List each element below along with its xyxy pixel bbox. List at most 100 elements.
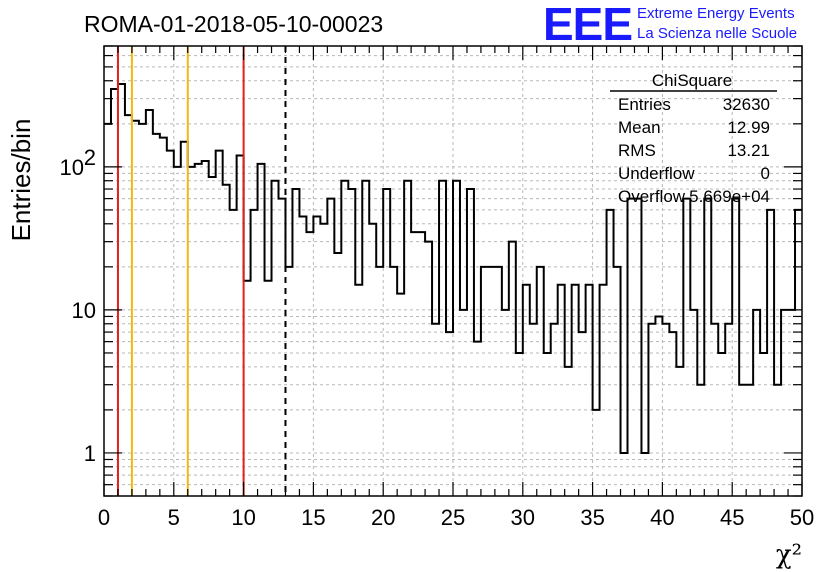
histogram-bin [383,189,390,496]
run-title: ROMA-01-2018-05-10-00023 [84,11,383,37]
histogram-bin [202,161,209,496]
logo-line-2: La Scienza nelle Scuole [637,25,797,42]
histogram-bin [523,285,530,496]
histogram-bin [453,181,460,496]
histogram-bin [334,253,341,496]
histogram-bin [188,167,195,496]
histogram-bin [774,385,781,496]
histogram-bin [160,138,167,496]
histogram-bin [327,199,334,496]
histogram-bin [593,410,600,496]
histogram-bin [111,89,118,496]
histogram-bin [125,115,132,496]
histogram-bin [306,232,313,496]
histogram-bin [781,310,788,496]
histogram-bin [209,177,216,496]
histogram-bin [544,353,551,496]
histogram-bin [230,210,237,496]
histogram-bin [292,189,299,496]
histogram-bin [690,310,697,496]
histogram-bin [655,316,662,496]
histogram-bin [362,181,369,496]
histogram-bin [390,267,397,496]
histogram-bin [467,189,474,496]
histogram-bin [404,181,411,496]
histogram-bin [432,324,439,496]
x-tick-label: 50 [790,505,814,530]
axes [103,45,803,497]
histogram-bin [788,310,795,496]
histogram-bin [739,385,746,496]
histogram-bin [502,310,509,496]
histogram-bin [572,285,579,496]
histogram-bin [746,385,753,496]
histogram-bin [516,353,523,496]
histogram-bin [565,367,572,496]
x-tick-label: 25 [441,505,465,530]
histogram-bin [355,285,362,496]
y-tick-label-exponent: 2 [84,145,96,170]
histogram-bin [718,353,725,496]
y-tick-label: 10 [72,298,96,323]
histogram-bin [139,124,146,496]
histogram-bin [376,267,383,496]
histogram-bin [251,210,258,496]
histogram-bin [495,267,502,496]
histogram-bin [509,242,516,496]
stats-value-overflow: 5.669e+04 [689,187,770,206]
histogram-bin [446,332,453,496]
histogram-bin [299,216,306,496]
histogram-bin [118,84,125,496]
x-tick-label: 10 [231,505,255,530]
histogram-bin [648,324,655,496]
histogram-bin [146,110,153,496]
histogram-bin [628,199,635,496]
stats-value-underflow: 0 [761,164,770,183]
x-tick-label: 40 [650,505,674,530]
histogram-bin [341,181,348,496]
histogram-bin [641,453,648,496]
histogram-bin [439,181,446,496]
histogram-bin [669,332,676,496]
histogram-bin [258,164,265,496]
histogram-bin [181,142,188,496]
histogram-bin [530,324,537,496]
stats-box: ChiSquare Entries 32630 Mean 12.99 RMS 1… [610,71,777,206]
histogram-bin [579,332,586,496]
histogram-bin [265,281,272,496]
eee-logo: EEE Extreme Energy Events La Scienza nel… [543,0,797,50]
x-tick-label: 45 [720,505,744,530]
histogram-bin [488,267,495,496]
histogram-bin [725,324,732,496]
histogram-bin [732,199,739,496]
histogram-bin [244,281,251,496]
histogram-bin [460,310,467,496]
stats-label-entries: Entries [618,95,671,114]
x-tick-label: 35 [580,505,604,530]
histogram-bin [621,453,628,496]
x-tick-label: 15 [301,505,325,530]
histogram-bin [607,210,614,496]
histogram-bin [418,232,425,496]
histogram-bin [132,121,139,496]
histogram-bin [279,199,286,496]
histogram-bin [614,267,621,496]
histogram-bin [425,242,432,496]
histogram-bin [634,199,641,496]
histogram-bin [697,385,704,496]
histogram-bin [216,151,223,496]
histogram-bin [411,232,418,496]
histogram-bin [537,267,544,496]
stats-label-underflow: Underflow [618,164,695,183]
stats-label-mean: Mean [618,118,661,137]
histogram-bins [104,82,802,496]
histogram-bin [551,324,558,496]
histogram-bin [397,294,404,496]
histogram-bin [481,267,488,496]
histogram-bin [285,267,292,496]
stats-value-entries: 32630 [723,95,770,114]
stats-value-mean: 12.99 [727,118,770,137]
y-tick-label: 10 [60,155,84,180]
histogram-bin [683,199,690,496]
histogram-bin [662,324,669,496]
